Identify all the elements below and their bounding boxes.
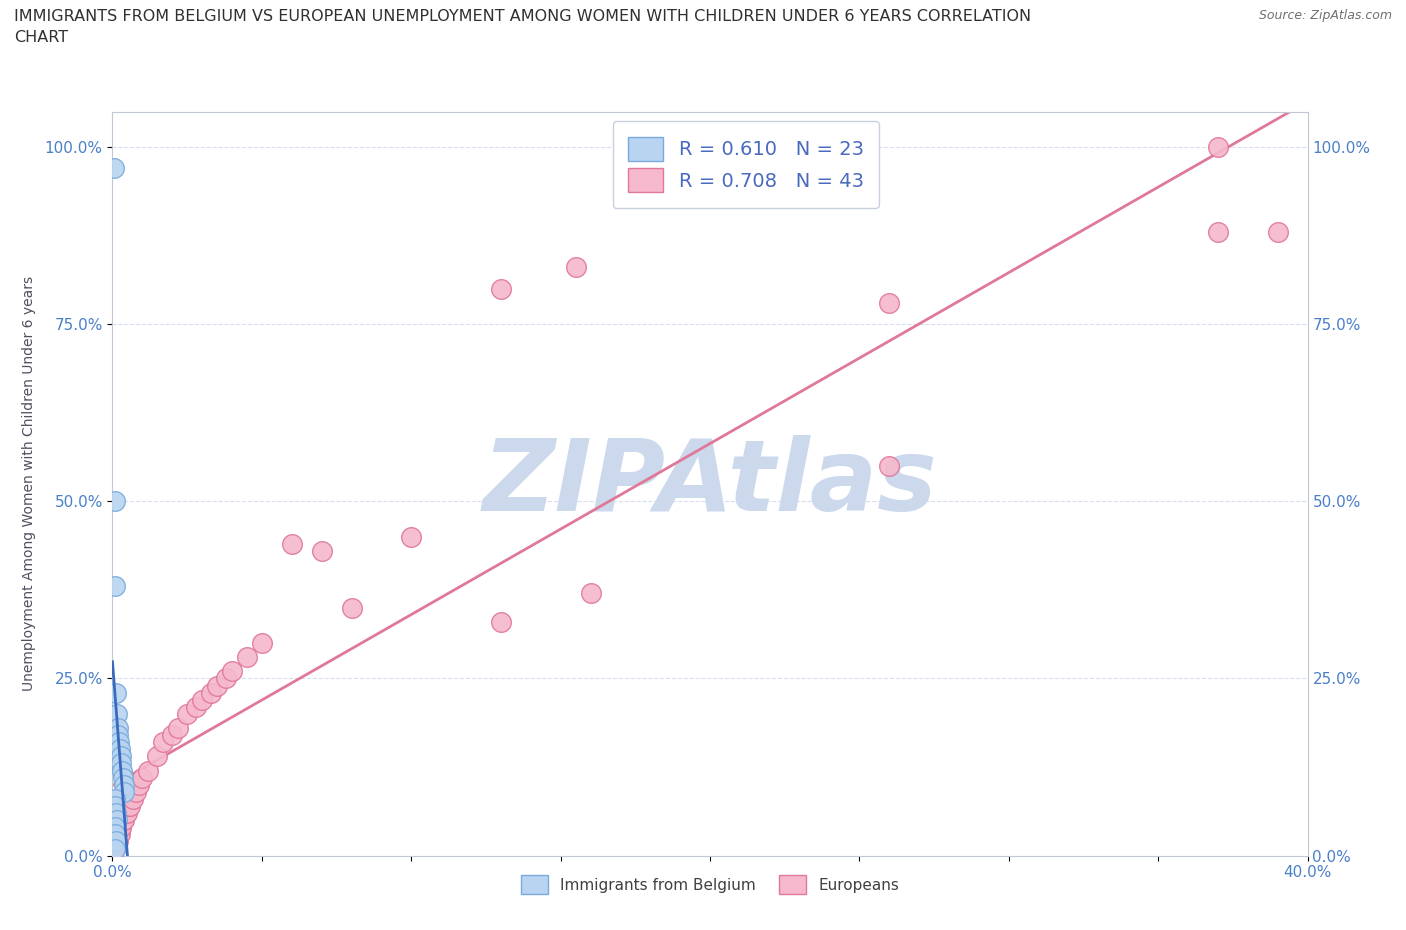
Point [110,756,132,771]
Point [107,721,129,736]
Point [110,820,132,835]
Point [107,834,129,849]
Point [108,827,131,842]
Point [104,827,127,842]
Point [281,537,304,551]
Point [108,827,131,842]
Point [112,777,135,792]
Point [205,678,228,693]
Text: IMMIGRANTS FROM BELGIUM VS EUROPEAN UNEMPLOYMENT AMONG WOMEN WITH CHILDREN UNDER: IMMIGRANTS FROM BELGIUM VS EUROPEAN UNEM… [14,9,1031,46]
Point [111,764,134,778]
Point [104,799,127,814]
Point [105,805,128,820]
Point [125,784,148,799]
Point [340,600,363,615]
Point [401,529,423,544]
Point [104,841,127,856]
Point [105,834,128,849]
Point [107,727,129,742]
Point [128,777,150,792]
Point [104,841,127,856]
Point [1267,225,1289,240]
Point [118,799,141,814]
Point [104,791,127,806]
Point [111,813,134,828]
Point [105,685,128,700]
Point [879,458,901,473]
Point [311,543,333,558]
Legend: Immigrants from Belgium, Europeans: Immigrants from Belgium, Europeans [515,870,905,900]
Point [120,799,142,814]
Point [564,260,586,275]
Point [105,834,128,849]
Point [250,635,273,650]
Point [186,699,208,714]
Point [122,791,145,806]
Point [221,664,243,679]
Point [115,805,138,820]
Text: ZIPAtlas: ZIPAtlas [482,435,938,532]
Point [167,721,190,736]
Point [104,841,127,856]
Point [107,827,129,842]
Point [105,813,128,828]
Point [110,820,132,835]
Point [103,161,125,176]
Point [114,784,135,799]
Point [489,281,512,296]
Point [105,707,128,722]
Point [579,586,602,601]
Point [110,749,132,764]
Text: Source: ZipAtlas.com: Source: ZipAtlas.com [1258,9,1392,22]
Point [879,296,901,311]
Point [215,671,238,686]
Point [146,749,169,764]
Point [131,770,153,785]
Point [191,692,214,707]
Point [236,650,259,665]
Point [108,735,131,750]
Point [105,834,128,849]
Point [200,685,222,700]
Point [489,615,512,630]
Point [152,735,174,750]
Point [108,742,131,757]
Point [117,805,139,820]
Point [104,494,127,509]
Point [176,707,198,722]
Point [138,764,160,778]
Point [104,578,127,593]
Point [103,841,125,856]
Point [1206,225,1229,240]
Point [162,727,183,742]
Point [114,813,135,828]
Point [1206,140,1229,154]
Point [104,820,127,835]
Y-axis label: Unemployment Among Women with Children Under 6 years: Unemployment Among Women with Children U… [22,276,37,691]
Point [111,770,134,785]
